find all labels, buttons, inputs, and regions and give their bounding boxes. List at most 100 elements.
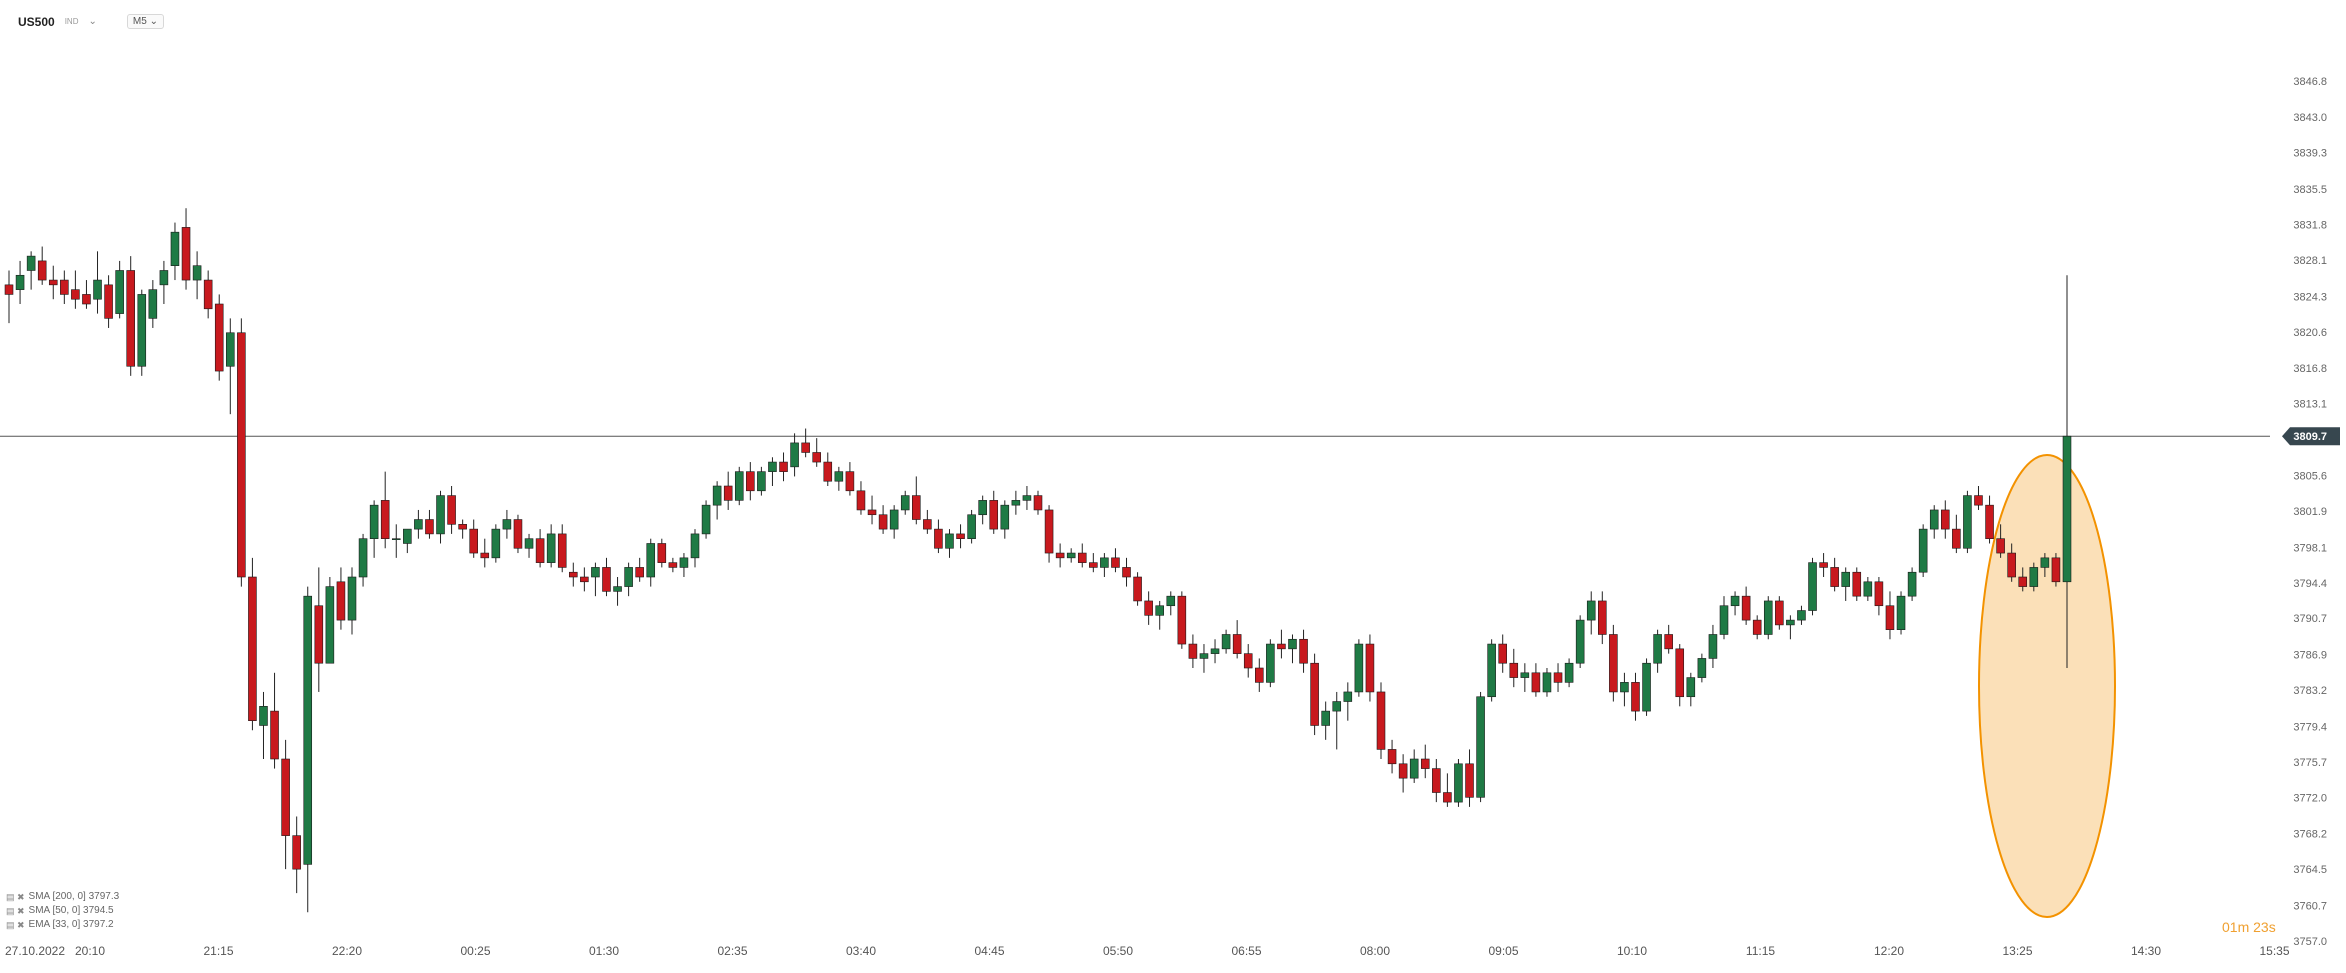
indicator-label: EMA [33, 0] 3797.2 <box>28 919 114 930</box>
candle-body <box>812 452 821 463</box>
price-tag-shape <box>2282 427 2340 446</box>
candle-body <box>214 303 224 372</box>
candle-body <box>624 567 633 587</box>
chevron-down-icon[interactable]: ⌄ <box>88 16 97 27</box>
candle-body <box>1686 677 1696 698</box>
candle-body <box>900 495 910 511</box>
candle-body <box>1432 768 1441 793</box>
y-tick-label: 3775.7 <box>2293 757 2327 769</box>
candle-body <box>1144 600 1153 616</box>
candle-body <box>1952 528 1961 549</box>
candle-body <box>1111 557 1120 568</box>
candle-body <box>1321 710 1330 726</box>
indicator-settings-icon[interactable]: ▤ ✖ <box>6 920 25 930</box>
candle-body <box>1653 634 1662 664</box>
x-tick-label: 09:05 <box>1488 944 1518 958</box>
indicator-label: SMA [50, 0] 3794.5 <box>28 905 114 916</box>
candle-body <box>15 274 25 290</box>
x-tick-label: 27.10.2022 <box>5 944 65 958</box>
candle-body <box>48 279 58 286</box>
candle-body <box>1564 662 1574 683</box>
x-tick-label: 04:45 <box>974 944 1004 958</box>
candle-body <box>790 442 799 468</box>
x-tick-label: 13:25 <box>2002 944 2032 958</box>
candle-body <box>1177 595 1187 645</box>
candle-body <box>1498 643 1507 664</box>
candle-body <box>181 227 191 281</box>
y-tick-label: 3768.2 <box>2293 829 2327 841</box>
candle-body <box>1830 567 1839 587</box>
candle-body <box>1741 595 1751 621</box>
candle-body <box>1974 495 1983 506</box>
candle-body <box>1907 571 1917 597</box>
candle-body <box>37 260 47 281</box>
candle-body <box>1885 605 1895 630</box>
candle-body <box>1133 576 1142 602</box>
indicator-settings-icon[interactable]: ▤ ✖ <box>6 906 25 916</box>
indicator-sma50[interactable]: ▤ ✖ SMA [50, 0] 3794.5 <box>6 904 119 918</box>
candle-body <box>93 279 102 300</box>
candle-body <box>513 519 523 549</box>
candle-body <box>734 471 744 501</box>
candle-body <box>1221 634 1231 650</box>
candle-body <box>148 289 158 319</box>
candle-body <box>1642 662 1651 712</box>
candle-body <box>801 442 810 453</box>
current-price-tag: 3809.7 <box>2282 427 2340 446</box>
candle-body <box>945 533 954 549</box>
candle-body <box>679 557 689 568</box>
candle-body <box>779 461 788 472</box>
y-tick-label: 3831.8 <box>2293 220 2327 232</box>
candle-body <box>1719 605 1729 635</box>
symbol-label[interactable]: US500 <box>18 14 55 29</box>
candle-body <box>768 461 777 472</box>
candle-body <box>1675 648 1685 698</box>
candle-body <box>856 490 866 511</box>
candle-body <box>1896 595 1906 630</box>
candle-body <box>1299 638 1308 664</box>
highlight-ellipse <box>1978 454 2116 918</box>
candle-body <box>192 265 202 281</box>
candle-body <box>867 509 877 516</box>
candle-body <box>115 270 124 314</box>
candle-body <box>712 485 722 506</box>
candle-body <box>1941 509 1950 530</box>
x-tick-label: 12:20 <box>1874 944 1904 958</box>
candle-body <box>602 567 611 592</box>
candle-body <box>613 586 622 592</box>
x-tick-label: 10:10 <box>1617 944 1647 958</box>
candle-body <box>989 500 999 530</box>
candle-body <box>1310 662 1319 726</box>
candle-body <box>1586 600 1596 621</box>
x-tick-label: 22:20 <box>332 944 362 958</box>
candle-body <box>1808 562 1817 611</box>
candle-body <box>248 576 257 721</box>
indicator-label: SMA [200, 0] 3797.3 <box>28 891 120 902</box>
candle-body <box>934 528 943 549</box>
candle-body <box>1409 758 1419 779</box>
candle-body <box>1531 672 1541 693</box>
candle-body <box>1874 581 1884 607</box>
candle-body <box>569 571 578 578</box>
candle-body <box>270 710 279 760</box>
indicator-settings-icon[interactable]: ▤ ✖ <box>6 892 25 902</box>
timeframe-selector[interactable]: M5 ⌄ <box>126 14 164 29</box>
candle-body <box>2051 557 2061 583</box>
candle-body <box>1288 638 1297 650</box>
y-tick-label: 3801.9 <box>2293 506 2327 518</box>
candle-body <box>1277 643 1286 650</box>
timeframe-chevron-icon: ⌄ <box>149 16 158 27</box>
candle-body <box>2062 435 2072 583</box>
x-tick-label: 15:35 <box>2259 944 2289 958</box>
candle-body <box>580 576 589 583</box>
y-tick-label: 3835.5 <box>2293 184 2327 196</box>
indicator-ema33[interactable]: ▤ ✖ EMA [33, 0] 3797.2 <box>6 918 119 932</box>
candle-body <box>1232 634 1242 654</box>
x-tick-label: 05:50 <box>1103 944 1133 958</box>
candle-body <box>126 270 135 367</box>
indicator-sma200[interactable]: ▤ ✖ SMA [200, 0] 3797.3 <box>6 890 119 904</box>
candle-body <box>1520 672 1530 678</box>
y-tick-label: 3790.7 <box>2293 613 2327 625</box>
